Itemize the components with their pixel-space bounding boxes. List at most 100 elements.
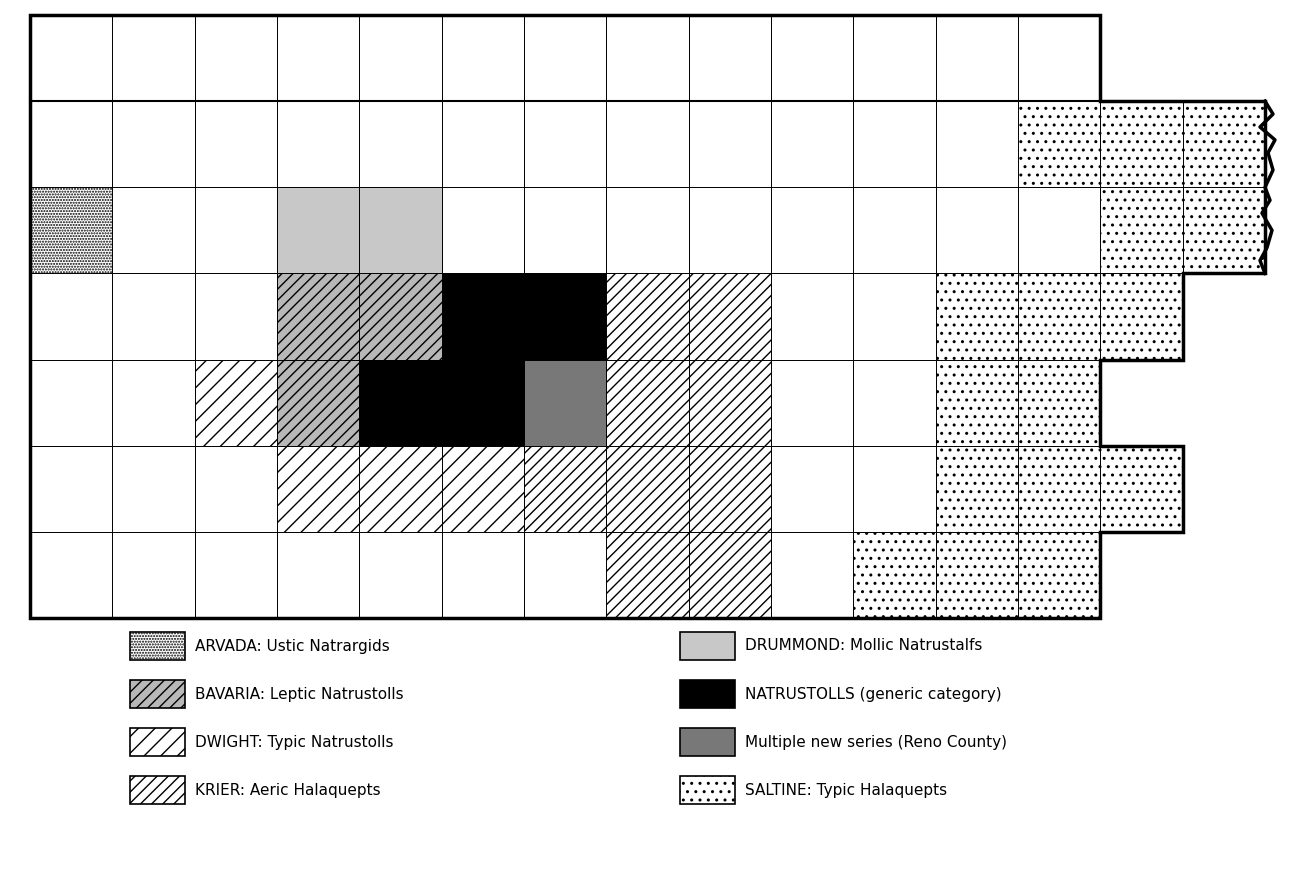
Bar: [277, 101, 359, 187]
Bar: [936, 187, 1018, 274]
Bar: [112, 15, 195, 101]
Bar: [853, 446, 936, 532]
Text: SALTINE: Typic Halaquepts: SALTINE: Typic Halaquepts: [745, 782, 948, 797]
Bar: [689, 15, 771, 101]
Bar: [771, 446, 853, 532]
Bar: [195, 359, 277, 446]
Bar: [1018, 101, 1100, 187]
Text: NATRUSTOLLS (generic category): NATRUSTOLLS (generic category): [745, 686, 1001, 702]
Bar: [277, 532, 359, 618]
Bar: [195, 15, 277, 101]
Bar: [680, 632, 734, 660]
Bar: [277, 274, 359, 359]
Bar: [1018, 187, 1100, 274]
Bar: [936, 446, 1018, 532]
Text: ARVADA: Ustic Natrargids: ARVADA: Ustic Natrargids: [195, 639, 390, 654]
Bar: [359, 187, 442, 274]
Bar: [689, 359, 771, 446]
Bar: [442, 274, 524, 359]
Bar: [195, 101, 277, 187]
Bar: [689, 187, 771, 274]
Bar: [689, 446, 771, 532]
Bar: [680, 680, 734, 708]
Bar: [1183, 187, 1265, 274]
Bar: [606, 532, 689, 618]
Bar: [680, 728, 734, 756]
Bar: [1018, 274, 1100, 359]
Bar: [524, 532, 606, 618]
Bar: [195, 187, 277, 274]
Bar: [130, 680, 185, 708]
Bar: [30, 15, 112, 101]
Bar: [771, 101, 853, 187]
Bar: [112, 446, 195, 532]
Bar: [936, 532, 1018, 618]
Bar: [680, 776, 734, 804]
Bar: [277, 187, 359, 274]
Bar: [112, 532, 195, 618]
Bar: [1018, 359, 1100, 446]
Bar: [195, 274, 277, 359]
Bar: [130, 632, 185, 660]
Bar: [442, 15, 524, 101]
Bar: [30, 101, 112, 187]
Bar: [1018, 15, 1100, 101]
Bar: [112, 274, 195, 359]
Bar: [853, 359, 936, 446]
Bar: [936, 15, 1018, 101]
Bar: [1100, 274, 1183, 359]
Text: Multiple new series (Reno County): Multiple new series (Reno County): [745, 734, 1008, 750]
Bar: [442, 187, 524, 274]
Bar: [1100, 101, 1183, 187]
Bar: [277, 359, 359, 446]
Bar: [1183, 101, 1265, 187]
Bar: [853, 187, 936, 274]
Bar: [1100, 187, 1183, 274]
Bar: [195, 446, 277, 532]
Bar: [936, 274, 1018, 359]
Bar: [359, 15, 442, 101]
Bar: [524, 446, 606, 532]
Bar: [771, 15, 853, 101]
Bar: [30, 532, 112, 618]
Bar: [689, 101, 771, 187]
Text: KRIER: Aeric Halaquepts: KRIER: Aeric Halaquepts: [195, 782, 381, 797]
Text: DWIGHT: Typic Natrustolls: DWIGHT: Typic Natrustolls: [195, 734, 394, 750]
Bar: [853, 274, 936, 359]
Bar: [524, 359, 606, 446]
Bar: [936, 359, 1018, 446]
Bar: [30, 274, 112, 359]
Bar: [195, 532, 277, 618]
Bar: [359, 532, 442, 618]
Bar: [30, 187, 112, 274]
Bar: [853, 101, 936, 187]
Bar: [130, 776, 185, 804]
Bar: [442, 359, 524, 446]
Bar: [30, 359, 112, 446]
Bar: [606, 15, 689, 101]
Bar: [1018, 532, 1100, 618]
Bar: [524, 15, 606, 101]
Bar: [606, 274, 689, 359]
Bar: [771, 187, 853, 274]
Bar: [442, 101, 524, 187]
Bar: [524, 274, 606, 359]
Text: BAVARIA: Leptic Natrustolls: BAVARIA: Leptic Natrustolls: [195, 686, 403, 702]
Bar: [359, 359, 442, 446]
Bar: [606, 101, 689, 187]
Bar: [30, 446, 112, 532]
Bar: [277, 15, 359, 101]
Bar: [771, 274, 853, 359]
Bar: [524, 101, 606, 187]
Bar: [606, 359, 689, 446]
Bar: [689, 274, 771, 359]
Bar: [1100, 446, 1183, 532]
Bar: [112, 101, 195, 187]
Bar: [442, 446, 524, 532]
Bar: [359, 274, 442, 359]
Bar: [606, 187, 689, 274]
Bar: [524, 187, 606, 274]
Bar: [442, 532, 524, 618]
Bar: [771, 359, 853, 446]
Bar: [112, 187, 195, 274]
